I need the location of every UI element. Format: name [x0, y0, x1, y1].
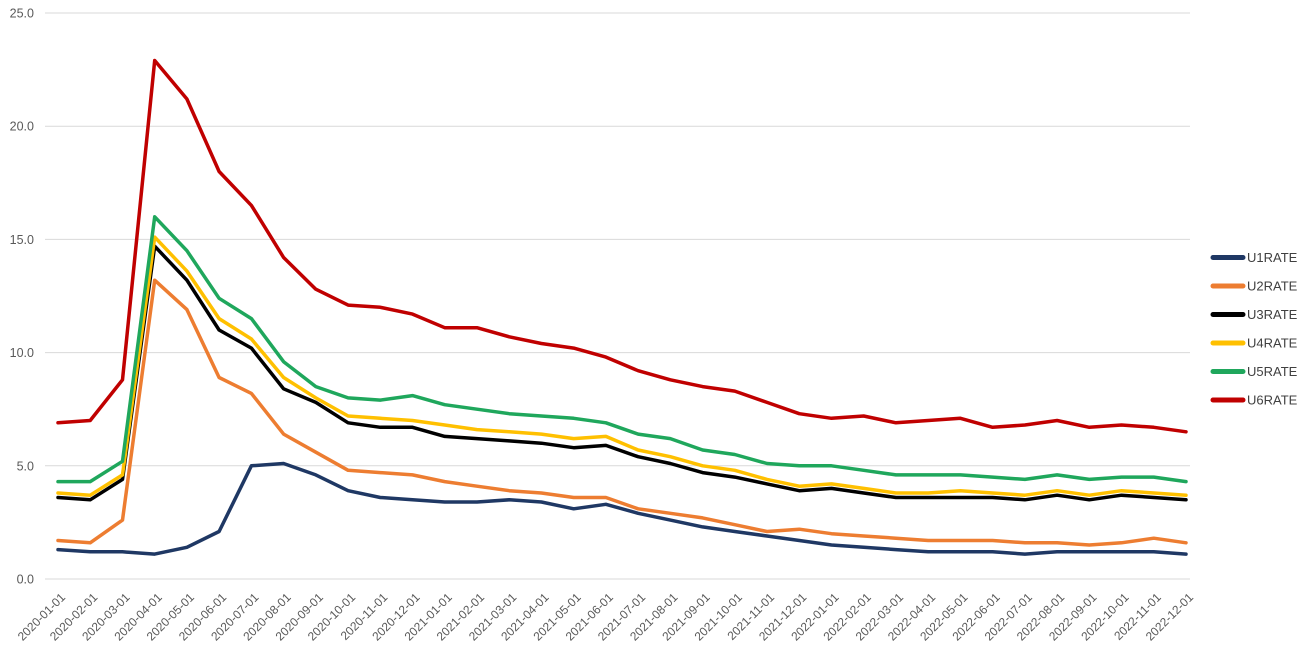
y-axis-labels-group: 0.0 5.0 10.0 15.0 20.0 25.0 [10, 7, 34, 587]
y-axis-tick-label: 5.0 [17, 459, 34, 473]
series-line-u5rate[interactable] [56, 215, 1188, 484]
legend-label-u6rate: U6RATE [1247, 393, 1298, 408]
legend-item-u4rate[interactable]: U4RATE [1210, 336, 1298, 351]
legend-label-u2rate: U2RATE [1247, 279, 1298, 294]
legend-label-u3rate: U3RATE [1247, 307, 1298, 322]
gridlines-group [45, 12, 1190, 580]
series-line-u6rate[interactable] [56, 58, 1188, 434]
legend-label-u5rate: U5RATE [1247, 364, 1298, 379]
y-axis-tick-label: 15.0 [10, 233, 34, 247]
x-axis-labels-group: 2020-01-012020-02-012020-03-012020-04-01… [15, 590, 1197, 644]
legend-item-u1rate[interactable]: U1RATE [1210, 250, 1298, 265]
series-group [56, 58, 1188, 556]
legend-label-u1rate: U1RATE [1247, 250, 1298, 265]
legend-item-u5rate[interactable]: U5RATE [1210, 364, 1298, 379]
legend-item-u3rate[interactable]: U3RATE [1210, 307, 1298, 322]
y-axis-tick-label: 20.0 [10, 120, 34, 134]
series-line-u4rate[interactable] [56, 235, 1188, 497]
legend-item-u6rate[interactable]: U6RATE [1210, 393, 1298, 408]
y-axis-tick-label: 0.0 [17, 573, 34, 587]
series-line-u1rate[interactable] [56, 461, 1188, 556]
series-line-u2rate[interactable] [56, 278, 1188, 547]
legend-label-u4rate: U4RATE [1247, 336, 1298, 351]
series-line-u3rate[interactable] [56, 244, 1188, 502]
y-axis-tick-label: 10.0 [10, 346, 34, 360]
y-axis-tick-label: 25.0 [10, 7, 34, 21]
legend-item-u2rate[interactable]: U2RATE [1210, 279, 1298, 294]
legend: U1RATE U2RATE U3RATE U4RATE U5RATE U6RATE [1210, 250, 1298, 408]
